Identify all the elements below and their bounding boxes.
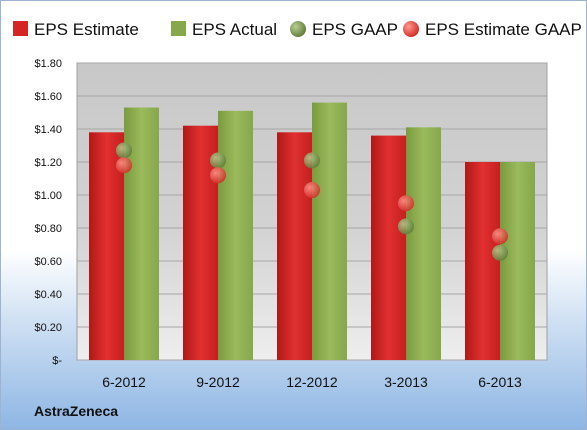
point-eps-gaap xyxy=(304,152,320,169)
point-eps-gaap xyxy=(210,152,226,169)
point-eps-estimate-gaap xyxy=(492,228,508,245)
y-tick-label: $0.40 xyxy=(34,289,62,301)
legend-label: EPS GAAP xyxy=(312,20,398,39)
bar-eps-actual xyxy=(406,127,441,360)
point-eps-estimate-gaap xyxy=(116,157,132,174)
bar-eps-estimate xyxy=(465,162,500,360)
y-tick-label: $- xyxy=(52,355,62,367)
y-tick-label: $1.20 xyxy=(34,157,62,169)
company-label: AstraZeneca xyxy=(34,403,119,419)
y-tick-label: $0.20 xyxy=(34,322,62,334)
legend-label: EPS Estimate xyxy=(34,20,139,39)
point-eps-estimate-gaap xyxy=(210,167,226,184)
y-tick-label: $0.80 xyxy=(34,223,62,235)
bar-eps-actual xyxy=(312,102,347,360)
scatter-points xyxy=(116,142,508,261)
legend-swatch xyxy=(290,21,306,37)
x-category-label: 12-2012 xyxy=(286,374,338,390)
bar-eps-actual xyxy=(500,162,535,360)
point-eps-gaap xyxy=(116,142,132,159)
x-axis-categories: 6-2012 9-2012 12-2012 3-2013 6-2013 xyxy=(102,374,522,390)
legend-label: EPS Actual xyxy=(192,20,277,39)
point-eps-gaap xyxy=(398,218,414,235)
y-tick-label: $1.40 xyxy=(34,124,62,136)
bar-eps-actual xyxy=(218,110,253,360)
x-category-label: 6-2012 xyxy=(102,374,146,390)
y-tick-label: $0.60 xyxy=(34,256,62,268)
point-eps-gaap xyxy=(492,244,508,261)
x-category-label: 9-2012 xyxy=(196,374,240,390)
legend: EPS Estimate EPS Actual EPS GAAP EPS Estima… xyxy=(13,20,582,39)
point-eps-estimate-gaap xyxy=(398,195,414,212)
legend-swatch xyxy=(13,21,28,36)
x-category-label: 3-2013 xyxy=(384,374,428,390)
bar-eps-estimate xyxy=(277,132,312,360)
y-tick-label: $1.80 xyxy=(34,58,62,70)
x-category-label: 6-2013 xyxy=(478,374,522,390)
legend-swatch xyxy=(171,21,186,36)
y-axis-ticks: $- $0.20 $0.40 $0.60 $0.80 $1.00 $1.20 $1.40 $1.… xyxy=(34,58,62,367)
legend-label: EPS Estimate GAAP xyxy=(425,20,582,39)
point-eps-estimate-gaap xyxy=(304,182,320,199)
legend-swatch xyxy=(403,21,419,37)
bar-eps-estimate xyxy=(371,135,406,360)
y-tick-label: $1.00 xyxy=(34,190,62,202)
y-tick-label: $1.60 xyxy=(34,91,62,103)
